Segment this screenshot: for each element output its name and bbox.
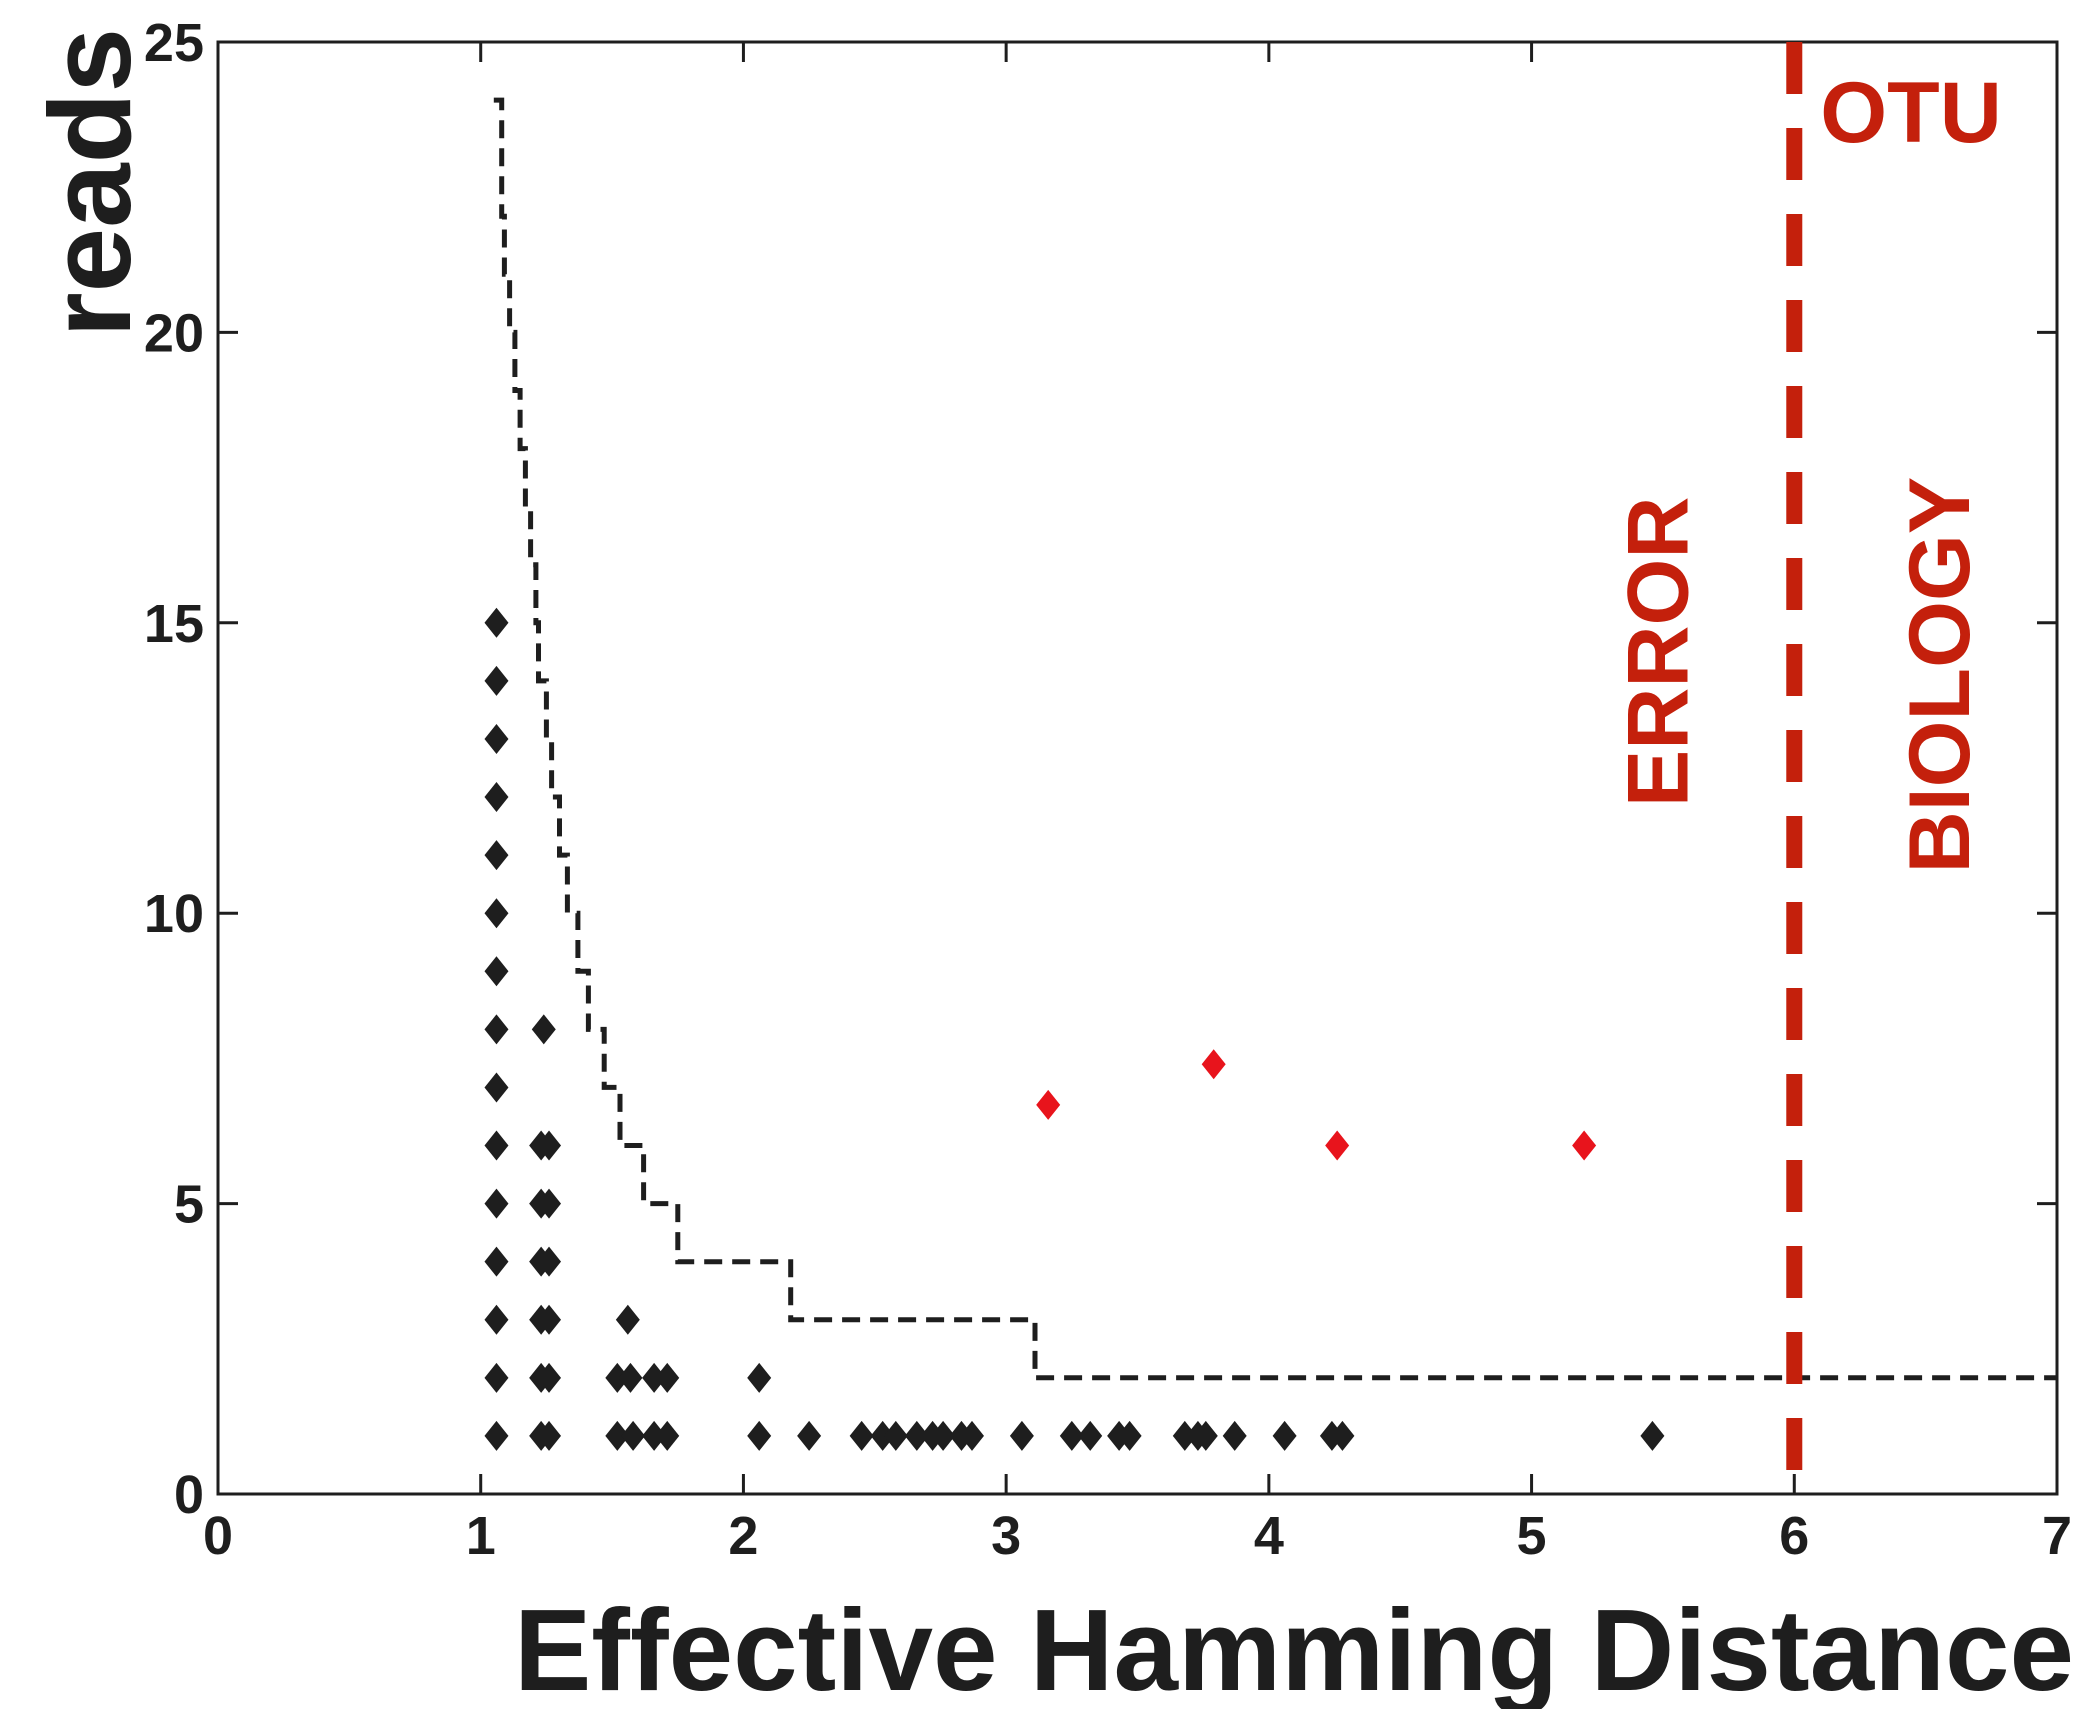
data-point — [605, 1420, 630, 1451]
data-point — [747, 1420, 772, 1451]
x-tick-label: 6 — [1779, 1506, 1809, 1566]
data-point — [1078, 1420, 1103, 1451]
data-point — [484, 840, 509, 871]
data-point — [655, 1420, 680, 1451]
data-point — [537, 1130, 562, 1161]
y-tick-label: 25 — [144, 13, 204, 73]
data-point — [537, 1304, 562, 1335]
data-point — [615, 1304, 640, 1335]
y-tick-label: 15 — [144, 594, 204, 654]
data-point — [1009, 1420, 1034, 1451]
data-point — [904, 1420, 929, 1451]
data-point — [1117, 1420, 1142, 1451]
data-point — [618, 1362, 643, 1393]
y-axis-title: reads — [25, 28, 155, 338]
data-point — [537, 1420, 562, 1451]
data-points — [484, 607, 1665, 1451]
data-point — [484, 1130, 509, 1161]
x-tick-label: 3 — [991, 1506, 1021, 1566]
data-point — [484, 665, 509, 696]
highlighted-data-point — [1572, 1130, 1597, 1161]
data-point — [1272, 1420, 1297, 1451]
x-tick-label: 2 — [728, 1506, 758, 1566]
x-tick-label: 1 — [466, 1506, 496, 1566]
data-point — [484, 956, 509, 987]
data-point — [642, 1362, 667, 1393]
data-point — [484, 1014, 509, 1045]
data-point — [1222, 1420, 1247, 1451]
y-tick-label: 5 — [174, 1175, 204, 1235]
data-point — [883, 1420, 908, 1451]
data-point — [931, 1420, 956, 1451]
x-tick-labels: 0 1 2 3 4 5 6 7 — [203, 1506, 2072, 1566]
data-point — [484, 1362, 509, 1393]
data-point — [484, 723, 509, 754]
data-point — [1172, 1420, 1197, 1451]
x-tick-label: 4 — [1254, 1506, 1284, 1566]
data-point — [1193, 1420, 1218, 1451]
data-point — [621, 1420, 646, 1451]
data-point — [484, 898, 509, 929]
data-point — [1330, 1420, 1355, 1451]
data-point — [797, 1420, 822, 1451]
highlighted-data-point — [1201, 1049, 1226, 1080]
data-point — [870, 1420, 895, 1451]
data-point — [1640, 1420, 1665, 1451]
data-point — [484, 1420, 509, 1451]
data-point — [605, 1362, 630, 1393]
y-tick-label: 0 — [174, 1465, 204, 1525]
data-point — [537, 1188, 562, 1219]
data-point — [484, 782, 509, 813]
x-tick-label: 7 — [2042, 1506, 2072, 1566]
data-point — [484, 1246, 509, 1277]
highlighted-data-point — [1325, 1130, 1350, 1161]
data-point — [531, 1014, 556, 1045]
data-point — [537, 1362, 562, 1393]
x-tick-label: 5 — [1517, 1506, 1547, 1566]
data-point — [747, 1362, 772, 1393]
threshold-curve — [493, 97, 2057, 1381]
highlighted-data-point — [1036, 1089, 1061, 1120]
biology-label: BIOLOGY — [1892, 477, 1988, 874]
error-label: ERROR — [1611, 497, 1707, 808]
y-tick-label: 20 — [144, 303, 204, 363]
data-point — [537, 1246, 562, 1277]
y-tick-label: 10 — [144, 884, 204, 944]
data-point — [484, 1188, 509, 1219]
data-point — [484, 607, 509, 638]
data-point — [1059, 1420, 1084, 1451]
otu-label: OTU — [1820, 65, 2002, 161]
x-tick-label: 0 — [203, 1506, 233, 1566]
data-point — [959, 1420, 984, 1451]
data-point — [484, 1304, 509, 1335]
x-axis-title: Effective Hamming Distance — [514, 1585, 2074, 1709]
data-point — [849, 1420, 874, 1451]
plot-area — [216, 40, 2059, 1496]
data-point — [484, 1072, 509, 1103]
data-point — [655, 1362, 680, 1393]
y-tick-labels: 0 5 10 15 20 25 — [144, 13, 204, 1525]
data-point — [642, 1420, 667, 1451]
